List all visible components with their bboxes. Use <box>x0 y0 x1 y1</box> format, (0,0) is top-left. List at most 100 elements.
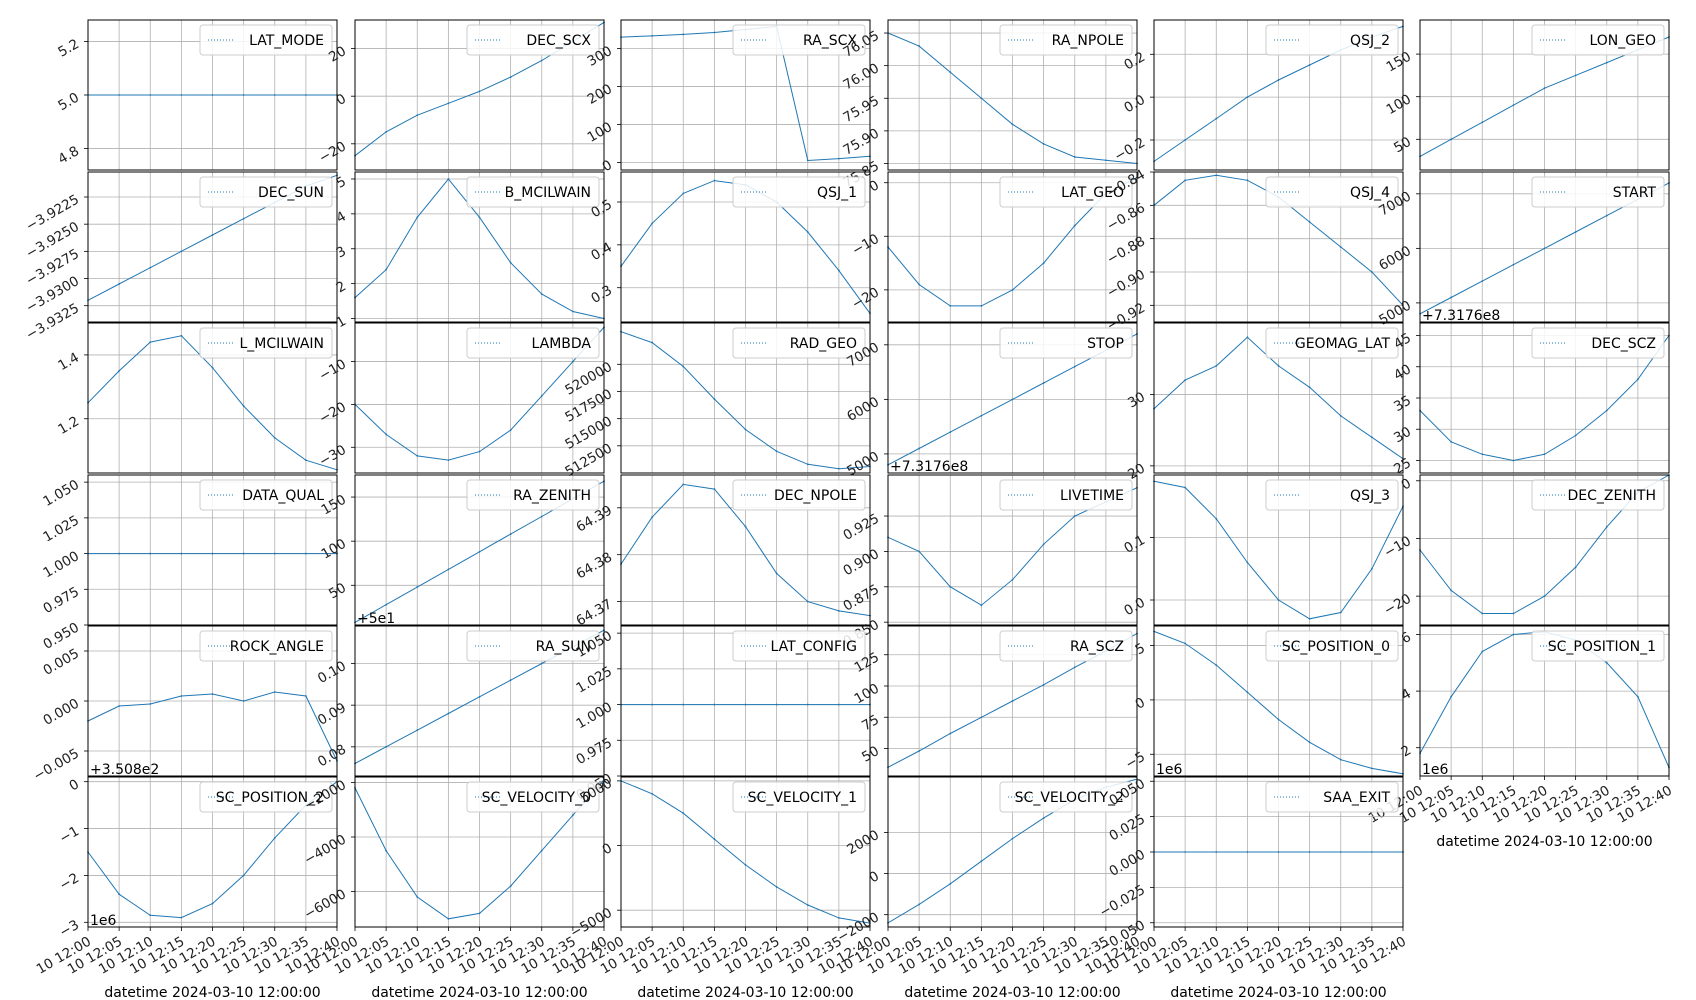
data-point <box>806 463 809 466</box>
data-point <box>1246 179 1249 182</box>
y-tick-label: −30 <box>316 442 349 470</box>
y-tick-label: 0 <box>867 868 882 886</box>
data-point <box>149 266 152 269</box>
y-tick-label: 100 <box>319 536 349 563</box>
data-point <box>385 745 388 748</box>
y-tick-label: 0.4 <box>588 239 615 264</box>
data-point <box>385 603 388 606</box>
x-axis-label: datetime 2024-03-10 12:00:00 <box>1170 985 1386 1000</box>
data-point <box>385 268 388 271</box>
legend-label: LAT_GEO <box>1061 185 1124 201</box>
data-point <box>180 916 183 919</box>
y-tick-label: 2000 <box>844 827 882 858</box>
legend-box <box>1531 24 1665 56</box>
axes-frame <box>620 625 871 777</box>
legend-label: SC_VELOCITY_1 <box>748 790 857 806</box>
data-point <box>980 860 983 863</box>
axis-offset-text: 1e6 <box>90 913 117 929</box>
axes-frame <box>354 625 605 777</box>
legend-box <box>732 327 866 359</box>
legend-label: SC_VELOCITY_0 <box>482 790 591 806</box>
subplot-dec-sun: −3.9325−3.9300−3.9275−3.9250−3.9225 DEC_S… <box>23 171 338 343</box>
y-tick-label: 1.050 <box>41 477 82 510</box>
y-tick-label: 1.025 <box>41 512 82 545</box>
y-tick-label: 45 <box>1391 330 1414 352</box>
legend-box <box>1265 630 1399 662</box>
data-point <box>273 436 276 439</box>
data-point <box>118 705 121 707</box>
data-point <box>1308 741 1311 744</box>
data-point <box>1246 851 1249 853</box>
data-point <box>509 533 512 536</box>
x-axis-label: datetime 2024-03-10 12:00:00 <box>904 985 1120 1000</box>
data-point <box>540 394 543 397</box>
data-point <box>540 515 543 518</box>
data-point <box>918 283 921 286</box>
data-point <box>1308 221 1311 223</box>
axes-frame <box>1419 19 1670 171</box>
y-tick-label: 200 <box>585 81 615 108</box>
data-point <box>918 45 921 47</box>
legend-label: SC_POSITION_1 <box>1548 639 1656 655</box>
data-point <box>651 516 654 519</box>
axis-offset-text: +7.3176e8 <box>1422 308 1500 324</box>
y-tick-label: 30 <box>1391 424 1414 446</box>
data-point <box>180 334 183 337</box>
data-point <box>744 525 747 528</box>
legend-label: STOP <box>1087 336 1124 352</box>
data-point <box>1450 589 1453 592</box>
data-point <box>1073 666 1076 669</box>
data-point <box>1042 382 1045 384</box>
data-point <box>744 703 747 706</box>
data-point <box>478 912 481 915</box>
legend-label: SC_POSITION_2 <box>216 790 324 806</box>
legend-box <box>1265 24 1399 56</box>
subplot-geomag-lat: 20 30 GEOMAG_LAT <box>1125 322 1404 483</box>
data-point <box>949 882 952 885</box>
legend-label: LIVETIME <box>1060 488 1124 504</box>
legend-box <box>999 327 1133 359</box>
data-point <box>447 712 450 715</box>
y-tick-label: 100 <box>852 681 882 708</box>
y-tick-label: −10 <box>316 356 349 384</box>
data-point <box>682 33 685 36</box>
data-point <box>1277 79 1280 81</box>
data-point <box>1184 851 1187 853</box>
data-point <box>118 283 121 285</box>
y-tick-label: 1 <box>334 313 349 331</box>
data-point <box>1512 263 1515 266</box>
y-tick-label: 0 <box>600 840 615 858</box>
y-tick-label: −0.2 <box>1112 135 1148 165</box>
data-point <box>211 94 214 96</box>
y-tick-label: −10 <box>849 231 882 259</box>
axis-offset-text: +3.508e2 <box>90 762 159 778</box>
legend-box <box>999 781 1133 813</box>
y-tick-label: 0.925 <box>841 511 882 544</box>
y-tick-label: 0.950 <box>41 620 82 653</box>
y-tick-label: −0.88 <box>1104 233 1148 268</box>
x-axis-label: datetime 2024-03-10 12:00:00 <box>1436 834 1652 850</box>
y-tick-label: 40 <box>1391 361 1414 383</box>
data-point <box>1277 851 1280 853</box>
legend-label: RA_SCX <box>803 33 857 49</box>
data-point <box>1636 378 1639 381</box>
y-tick-label: 0 <box>1133 695 1148 713</box>
data-point <box>1339 246 1342 248</box>
data-point <box>775 886 778 888</box>
data-point <box>1450 138 1453 141</box>
data-point <box>1605 526 1608 528</box>
data-point <box>682 483 685 486</box>
legend-box <box>1531 479 1665 511</box>
legend-box <box>732 24 866 56</box>
data-point <box>540 293 543 295</box>
axes-frame <box>887 625 1138 777</box>
legend-box <box>999 479 1133 511</box>
y-tick-label: 0.000 <box>41 696 82 729</box>
